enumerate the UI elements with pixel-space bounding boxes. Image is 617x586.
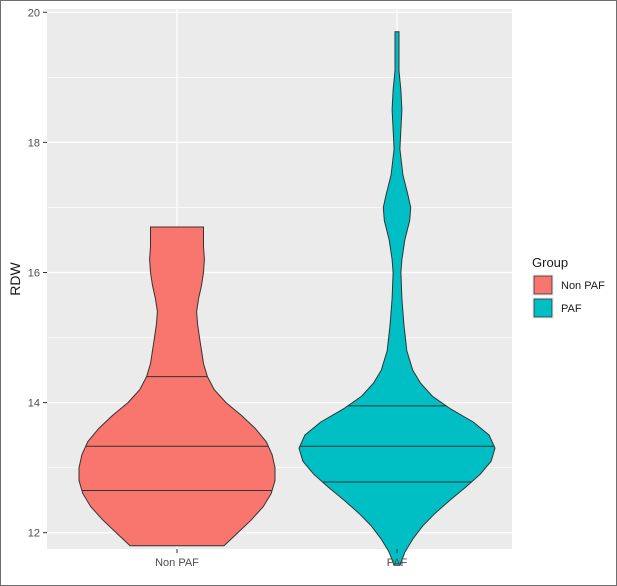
- y-tick-label: 18: [28, 137, 40, 149]
- y-tick-label: 12: [28, 528, 40, 540]
- y-tick-label: 14: [28, 398, 40, 410]
- x-tick-label: PAF: [387, 557, 408, 569]
- y-tick-label: 20: [28, 7, 40, 19]
- violin-paf: [298, 31, 496, 566]
- legend-key-swatch: [533, 275, 553, 295]
- legend: Group Non PAF PAF: [532, 255, 605, 319]
- y-axis: 12 14 16 18 20: [28, 7, 47, 540]
- legend-key-swatch: [533, 298, 553, 318]
- legend-label: Non PAF: [561, 280, 605, 292]
- x-tick-label: Non PAF: [155, 557, 199, 569]
- y-tick-label: 16: [28, 267, 40, 279]
- violins: [78, 31, 496, 566]
- y-axis-title: RDW: [7, 261, 23, 295]
- legend-title: Group: [532, 255, 568, 270]
- x-axis: Non PAF PAF: [155, 549, 408, 569]
- legend-items: Non PAF PAF: [532, 274, 605, 319]
- legend-label: PAF: [561, 303, 582, 315]
- violin-non-paf: [78, 226, 276, 547]
